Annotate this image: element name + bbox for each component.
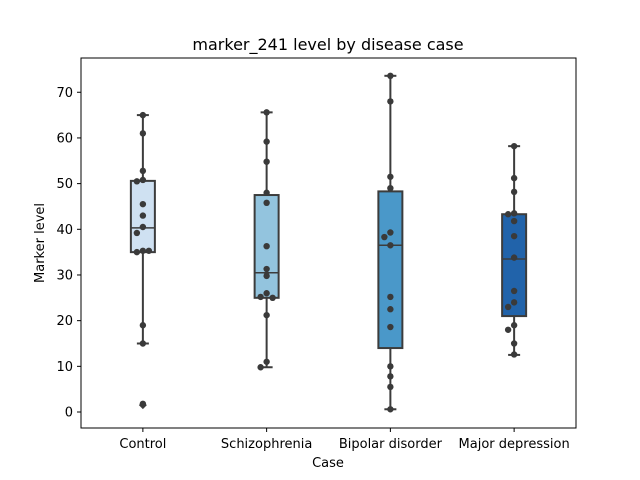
data-point [139, 176, 147, 184]
data-point [139, 322, 147, 329]
data-point [257, 364, 264, 371]
data-point [139, 340, 147, 347]
data-point [387, 242, 394, 249]
data-point [381, 233, 388, 241]
x-tick-label: Bipolar disorder [339, 437, 443, 452]
y-tick-label: 40 [56, 223, 73, 238]
data-point [133, 248, 141, 256]
y-axis: 0 10 20 30 40 50 60 70 [56, 86, 81, 421]
data-point [139, 111, 147, 119]
data-point [387, 184, 394, 192]
y-tick-label: 0 [65, 406, 73, 421]
y-axis-label: Marker level [33, 203, 48, 283]
y-tick-label: 30 [56, 268, 73, 283]
plot-frame [80, 57, 577, 429]
box [501, 213, 528, 318]
data-point [510, 188, 518, 196]
data-point [510, 299, 518, 306]
data-point [263, 311, 270, 319]
data-point [387, 229, 394, 236]
data-point [139, 223, 147, 231]
data-point [139, 400, 147, 407]
box-group [129, 114, 156, 410]
data-point [387, 323, 394, 331]
data-point [263, 358, 270, 365]
data-point [387, 173, 394, 180]
box-group [253, 111, 280, 369]
data-point [510, 287, 518, 295]
data-point [387, 373, 394, 380]
data-point [510, 142, 518, 150]
data-point [263, 265, 270, 273]
data-point [387, 72, 394, 80]
x-tick-label: Major depression [459, 437, 570, 452]
y-tick-label: 10 [56, 360, 73, 375]
data-point [263, 138, 270, 145]
data-point [133, 178, 141, 185]
data-point [387, 293, 394, 301]
y-tick-label: 20 [56, 314, 73, 329]
data-point [139, 247, 147, 254]
data-point [263, 199, 270, 207]
data-point [510, 351, 518, 358]
data-point [269, 294, 276, 302]
data-point [139, 200, 147, 208]
data-point [510, 232, 518, 240]
data-point [263, 242, 270, 250]
data-point [510, 174, 518, 182]
plot-area [129, 72, 528, 413]
y-tick-label: 60 [56, 131, 73, 146]
data-point [387, 98, 394, 105]
x-tick-label: Schizophrenia [221, 437, 312, 452]
data-point [139, 212, 147, 219]
data-point [263, 290, 270, 297]
data-point [263, 158, 270, 165]
data-point [263, 109, 270, 116]
data-point [139, 167, 147, 175]
data-point [510, 210, 518, 217]
data-point [387, 306, 394, 313]
data-point [510, 322, 518, 329]
swarm-group [504, 142, 518, 358]
data-point [387, 406, 394, 413]
x-axis-label: Case [312, 456, 344, 471]
box [377, 190, 404, 350]
data-point [387, 363, 394, 370]
data-point [263, 189, 270, 196]
swarm-group [381, 72, 394, 413]
data-point [504, 211, 512, 218]
data-point [510, 217, 518, 225]
data-point [510, 254, 518, 261]
swarm-group [133, 111, 153, 407]
data-point [504, 303, 512, 311]
data-point [263, 272, 270, 280]
data-point [504, 326, 512, 333]
chart-title: marker_241 level by disease case [192, 35, 463, 55]
x-axis: Control Schizophrenia Bipolar disorder Majo… [119, 428, 570, 452]
data-point [387, 383, 394, 391]
x-tick-label: Control [119, 437, 166, 452]
data-point [257, 293, 264, 301]
data-point [139, 130, 147, 137]
data-point [510, 340, 518, 347]
y-tick-label: 70 [56, 86, 73, 101]
y-tick-label: 50 [56, 177, 73, 192]
data-point [145, 247, 153, 254]
data-point [133, 229, 141, 237]
swarm-group [257, 109, 276, 371]
